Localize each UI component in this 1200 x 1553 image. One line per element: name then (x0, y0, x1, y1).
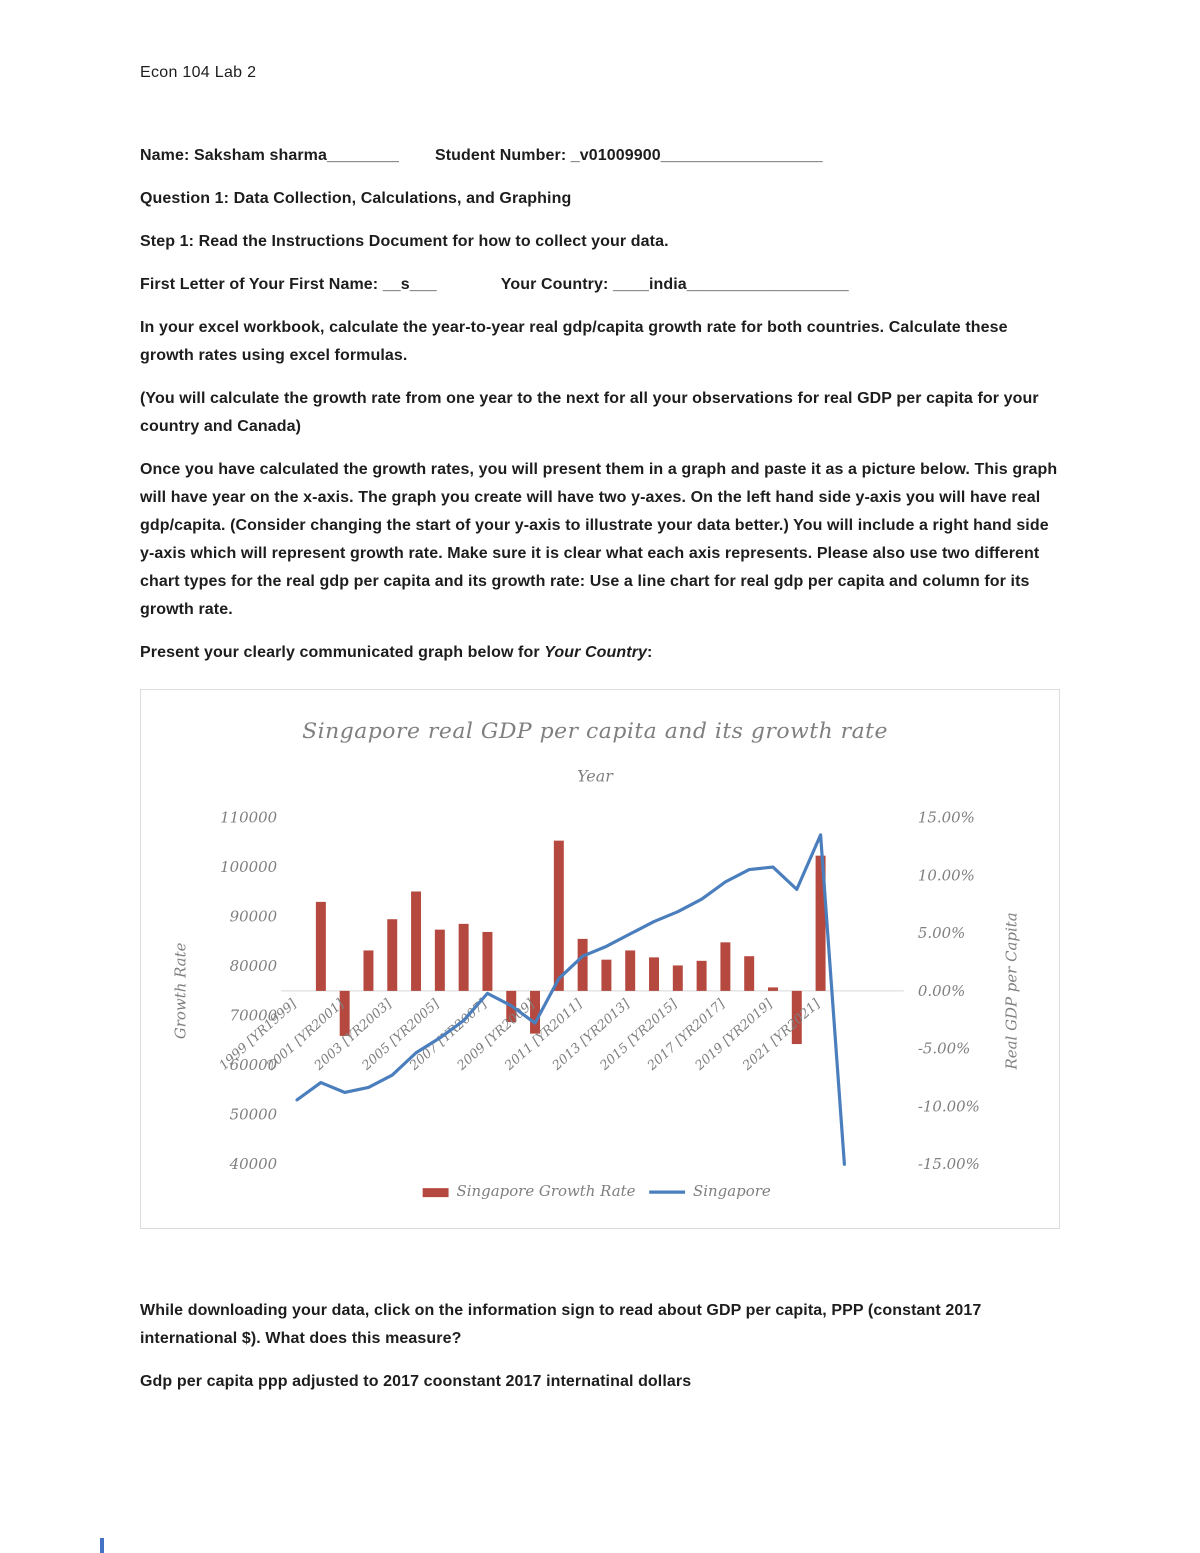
present-emphasis: Your Country (544, 644, 648, 661)
svg-text:-5.00%: -5.00% (918, 1040, 971, 1058)
first-letter-field: First Letter of Your First Name: __s___ (140, 276, 437, 293)
answer-ppp: Gdp per capita ppp adjusted to 2017 coon… (140, 1373, 692, 1390)
svg-text:0.00%: 0.00% (918, 982, 965, 1000)
svg-text:70000: 70000 (230, 1007, 278, 1025)
present-prefix: Present your clearly communicated graph … (140, 644, 545, 661)
step1-heading: Step 1: Read the Instructions Document f… (140, 233, 669, 250)
svg-text:Singapore Growth Rate: Singapore Growth Rate (457, 1182, 636, 1200)
student-number-field: Student Number: _v01009900______________… (434, 147, 823, 164)
svg-text:40000: 40000 (229, 1155, 278, 1173)
svg-text:-10.00%: -10.00% (918, 1097, 980, 1115)
country-field: Your Country: ____india_________________… (500, 276, 849, 293)
paragraph-ppp-question: While downloading your data, click on th… (140, 1302, 982, 1347)
svg-text:60000: 60000 (230, 1056, 278, 1074)
svg-text:Real GDP per Capita: Real GDP per Capita (1002, 912, 1020, 1070)
svg-text:Year: Year (577, 767, 614, 786)
svg-text:Singapore: Singapore (693, 1182, 771, 1200)
svg-text:90000: 90000 (230, 908, 278, 926)
paragraph-note: (You will calculate the growth rate from… (140, 390, 1039, 435)
chart-svg: Singapore real GDP per capita and its gr… (172, 719, 1021, 1200)
present-graph-line: Present your clearly communicated graph … (140, 639, 1062, 667)
text-cursor (100, 1538, 104, 1553)
svg-text:80000: 80000 (230, 957, 278, 975)
letter-country-line: First Letter of Your First Name: __s___ Y… (140, 271, 1062, 299)
name-field: Name: Saksham sharma________ (140, 147, 399, 164)
svg-text:110000: 110000 (220, 809, 278, 827)
document-title: Econ 104 Lab 2 (140, 64, 257, 81)
paragraph-calculate: In your excel workbook, calculate the ye… (140, 319, 1008, 364)
svg-text:100000: 100000 (220, 858, 278, 876)
svg-text:50000: 50000 (230, 1106, 278, 1124)
svg-text:10.00%: 10.00% (918, 866, 975, 884)
svg-text:5.00%: 5.00% (918, 924, 965, 942)
svg-text:Singapore real GDP per capita: Singapore real GDP per capita and its gr… (302, 719, 888, 744)
embedded-chart-picture[interactable]: Singapore real GDP per capita and its gr… (140, 689, 1060, 1229)
document-content: Econ 104 Lab 2 Name: Saksham sharma_____… (140, 64, 1062, 1411)
paragraph-graph-instructions: Once you have calculated the growth rate… (140, 461, 1058, 618)
svg-text:-15.00%: -15.00% (918, 1155, 980, 1173)
svg-text:Growth Rate: Growth Rate (172, 942, 190, 1039)
svg-text:15.00%: 15.00% (918, 809, 975, 827)
name-student-line: Name: Saksham sharma________ Student Numb… (140, 142, 1062, 170)
question1-heading: Question 1: Data Collection, Calculation… (140, 190, 572, 207)
present-suffix: : (647, 644, 653, 661)
